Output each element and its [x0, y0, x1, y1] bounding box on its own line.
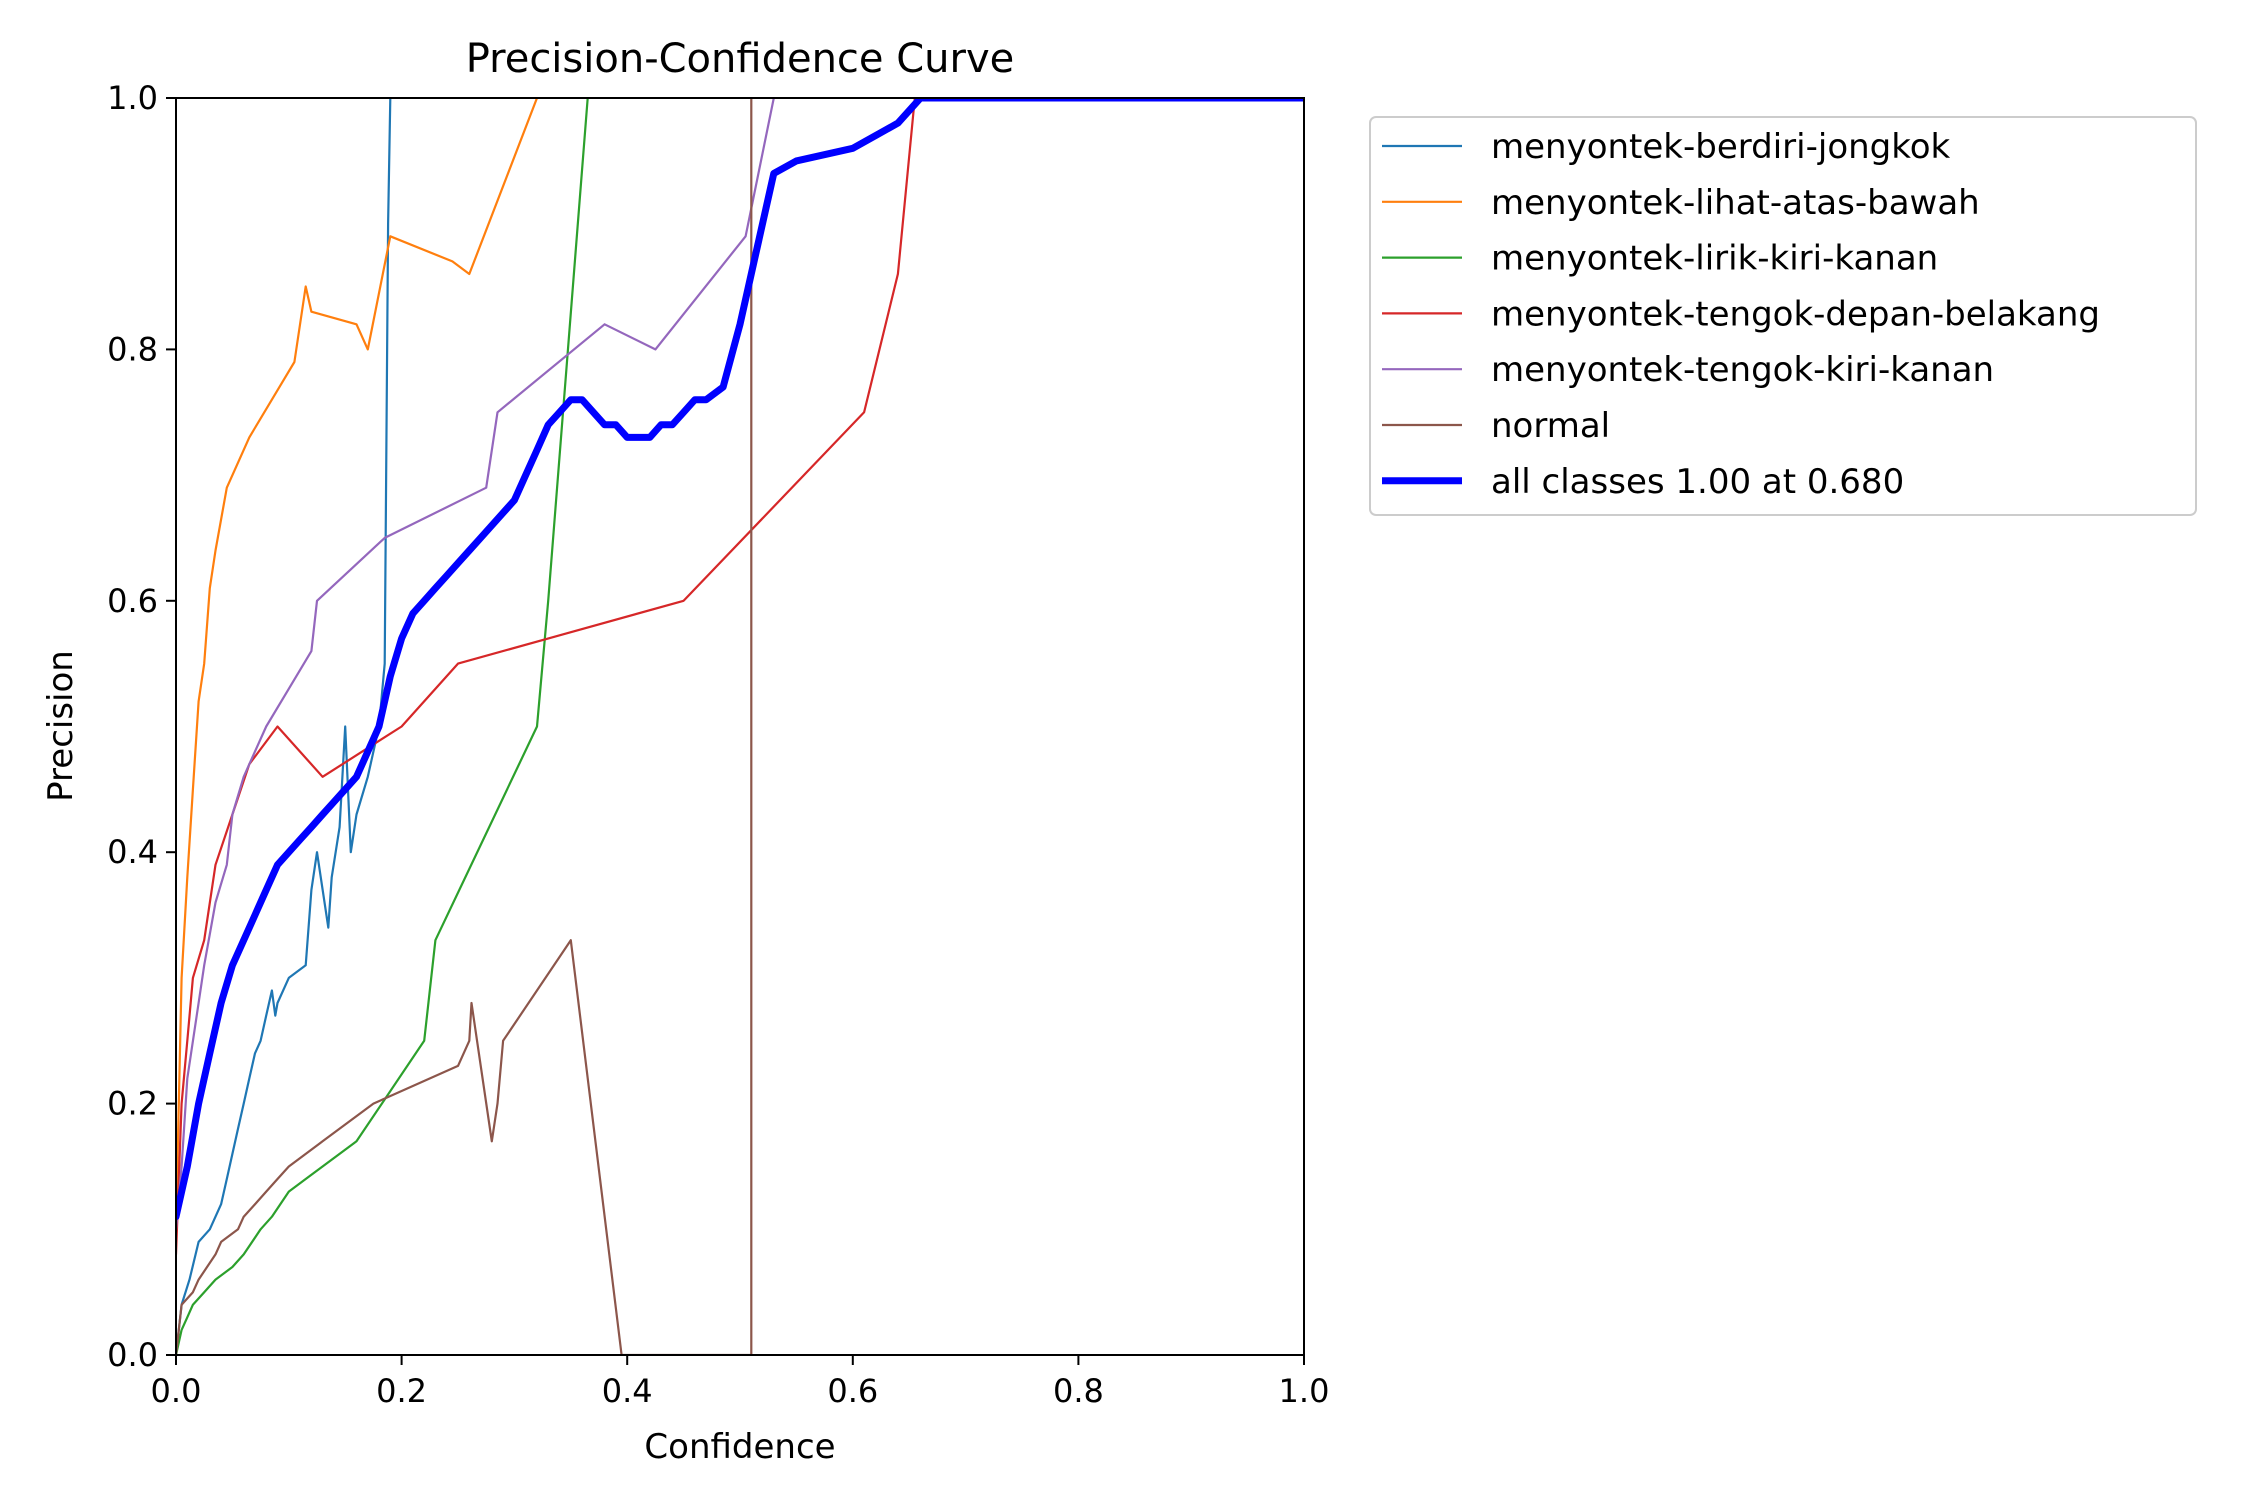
x-tick-label-3: 0.6 [827, 1372, 878, 1410]
y-axis-label: Precision [41, 650, 81, 802]
legend-label-2: menyontek-lirik-kiri-kanan [1491, 239, 1938, 279]
legend-label-6: all classes 1.00 at 0.680 [1491, 462, 1904, 502]
y-axis: 0.0 0.2 0.4 0.6 0.8 1.0 [107, 79, 176, 1374]
x-axis: 0.0 0.2 0.4 0.6 0.8 1.0 [151, 1355, 1330, 1410]
x-tick-label-2: 0.4 [602, 1372, 653, 1410]
y-tick-label-1: 0.2 [107, 1085, 158, 1123]
x-tick-label-5: 1.0 [1279, 1372, 1330, 1410]
series-line-0 [176, 98, 392, 1355]
y-tick-label-0: 0.0 [107, 1336, 158, 1374]
legend-frame [1369, 116, 2197, 516]
x-tick-label-4: 0.8 [1053, 1372, 1104, 1410]
y-tick-label-5: 1.0 [107, 79, 158, 117]
plot-frame [175, 97, 1305, 1356]
series-line-6 [176, 98, 1304, 1221]
series-line-1 [176, 98, 539, 1231]
series-line-5 [176, 98, 753, 1355]
legend-label-3: menyontek-tengok-depan-belakang [1491, 294, 2100, 334]
legend-label-5: normal [1491, 406, 1610, 446]
series-line-3 [176, 98, 1304, 1256]
series-layer [176, 98, 1304, 1355]
legend-label-1: menyontek-lihat-atas-bawah [1491, 183, 1980, 223]
series-line-2 [176, 98, 589, 1355]
legend-label-0: menyontek-berdiri-jongkok [1491, 127, 1951, 167]
x-tick-label-0: 0.0 [151, 1372, 202, 1410]
x-axis-label: Confidence [644, 1427, 835, 1467]
y-tick-label-3: 0.6 [107, 582, 158, 620]
legend-label-4: menyontek-tengok-kiri-kanan [1491, 350, 1994, 390]
legend: menyontek-berdiri-jongkok menyontek-lihat… [1369, 116, 2197, 516]
y-tick-label-4: 0.8 [107, 330, 158, 368]
y-tick-label-2: 0.4 [107, 833, 158, 871]
x-tick-label-1: 0.2 [376, 1372, 427, 1410]
chart-title: Precision-Confidence Curve [466, 36, 1015, 82]
series-line-4 [176, 98, 775, 1231]
